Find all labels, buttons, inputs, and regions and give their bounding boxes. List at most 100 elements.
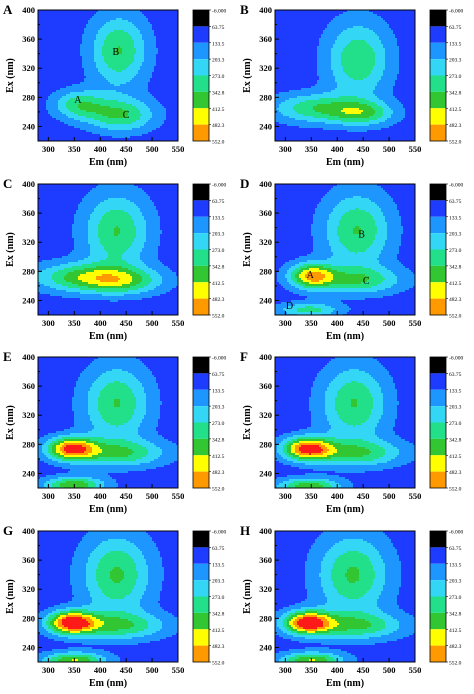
x-axis-title: Em (nm) bbox=[89, 504, 127, 515]
colorbar-level-label: 203.3 bbox=[212, 231, 225, 237]
colorbar-swatch bbox=[193, 183, 209, 200]
colorbar-swatch bbox=[430, 232, 446, 249]
colorbar-level-label: 552.0 bbox=[212, 487, 225, 493]
colorbar-swatch bbox=[430, 438, 446, 456]
colorbar-level-label: 482.3 bbox=[212, 123, 225, 129]
colorbar-level-label: 133.5 bbox=[212, 388, 225, 394]
colorbar-level-label: 342.8 bbox=[212, 264, 225, 270]
y-tick-label: 240 bbox=[259, 468, 272, 478]
colorbar-swatch bbox=[430, 183, 446, 200]
x-axis-title: Em (nm) bbox=[89, 331, 127, 342]
y-axis-title: Ex (nm) bbox=[242, 579, 253, 614]
colorbar-level-label: 342.8 bbox=[449, 611, 462, 617]
x-tick-label: 500 bbox=[383, 665, 396, 675]
x-tick-label: 550 bbox=[172, 491, 185, 501]
colorbar-swatch bbox=[430, 298, 446, 315]
y-axis-title: Ex (nm) bbox=[5, 405, 16, 440]
colorbar-level-label: 412.5 bbox=[212, 454, 225, 460]
x-tick-label: 400 bbox=[94, 491, 107, 501]
colorbar-level-label: 203.3 bbox=[449, 231, 462, 237]
y-tick-label: 240 bbox=[259, 642, 272, 652]
colorbar-level-label: 552.0 bbox=[212, 313, 225, 319]
panel-letter: D bbox=[240, 176, 249, 191]
y-tick-label: 400 bbox=[22, 352, 35, 362]
y-tick-label: 320 bbox=[259, 237, 272, 247]
x-tick-label: 550 bbox=[409, 665, 422, 675]
x-tick-label: 350 bbox=[305, 665, 318, 675]
y-tick-label: 360 bbox=[259, 34, 272, 44]
y-tick-label: 400 bbox=[259, 526, 272, 536]
colorbar-level-label: 412.5 bbox=[212, 627, 225, 633]
intensity-field bbox=[46, 10, 166, 138]
colorbar-level-label: 342.8 bbox=[449, 90, 462, 96]
colorbar-level-label: 203.3 bbox=[449, 58, 462, 64]
contour-plot-e: 300 350 400 450 500 550 240 280 320 360 400 Em (nm)… bbox=[3, 349, 226, 515]
x-tick-label: 500 bbox=[383, 144, 396, 154]
colorbar-level-label: 63.75 bbox=[212, 198, 225, 204]
colorbar-swatch bbox=[193, 628, 209, 646]
x-tick-label: 350 bbox=[68, 491, 81, 501]
colorbar-level-label: 273.0 bbox=[449, 421, 462, 427]
plot-frame bbox=[274, 530, 416, 662]
colorbar-swatch bbox=[193, 563, 209, 580]
peak-label-d: D bbox=[286, 300, 293, 311]
x-axis-title: Em (nm) bbox=[326, 157, 364, 168]
x-tick-label: 450 bbox=[120, 318, 133, 328]
colorbar-level-label: 552.0 bbox=[449, 487, 462, 493]
colorbar-level-label: 273.0 bbox=[212, 248, 225, 254]
colorbar-level-label: -6.000 bbox=[449, 182, 463, 188]
x-tick-label: 450 bbox=[357, 491, 370, 501]
colorbar-swatch bbox=[430, 216, 446, 233]
y-tick-label: 400 bbox=[22, 5, 35, 15]
colorbar-level-label: 63.75 bbox=[449, 372, 462, 378]
y-tick-label: 400 bbox=[259, 179, 272, 189]
x-tick-label: 350 bbox=[68, 318, 81, 328]
colorbar-swatch bbox=[193, 298, 209, 315]
colorbar-swatch bbox=[430, 10, 446, 27]
x-tick-label: 400 bbox=[331, 318, 344, 328]
colorbar-level-label: 63.75 bbox=[449, 25, 462, 31]
y-axis-title: Ex (nm) bbox=[5, 232, 16, 267]
plot-frame bbox=[274, 356, 416, 489]
y-tick-label: 320 bbox=[259, 584, 272, 594]
colorbar-swatch bbox=[430, 530, 446, 547]
colorbar-swatch bbox=[430, 42, 446, 60]
contour-plot-g: 300 350 400 450 500 550 240 280 320 360 400 Em (nm)… bbox=[3, 523, 226, 689]
y-tick-label: 320 bbox=[22, 63, 35, 73]
x-tick-label: 400 bbox=[94, 318, 107, 328]
colorbar-level-label: 63.75 bbox=[449, 198, 462, 204]
colorbar-level-label: 273.0 bbox=[449, 74, 462, 80]
colorbar-swatch bbox=[430, 199, 446, 217]
colorbar-level-label: 203.3 bbox=[212, 58, 225, 64]
colorbar-level-label: -6.000 bbox=[449, 529, 463, 535]
x-tick-label: 400 bbox=[94, 144, 107, 154]
peak-label-b: B bbox=[112, 47, 119, 58]
colorbar-swatch bbox=[193, 422, 209, 439]
x-tick-label: 500 bbox=[383, 318, 396, 328]
colorbar-level-label: 482.3 bbox=[212, 644, 225, 650]
colorbar-swatch bbox=[430, 406, 446, 423]
colorbar: -6.000 63.75 133.5 203.3 273.0 342.8 412.5 482.… bbox=[429, 529, 463, 666]
peak-label-a: A bbox=[74, 95, 82, 106]
y-tick-label: 320 bbox=[22, 410, 35, 420]
colorbar-level-label: 342.8 bbox=[212, 90, 225, 96]
contour-plot-h: 300 350 400 450 500 550 240 280 320 360 400 Em (nm)… bbox=[240, 523, 463, 689]
y-tick-label: 400 bbox=[259, 352, 272, 362]
panel-letter: B bbox=[240, 2, 249, 17]
intensity-field bbox=[38, 357, 178, 488]
colorbar-level-label: 482.3 bbox=[449, 297, 462, 303]
panel-d: A B C D 300 350 400 450 500 550 240 280 320 360 400 Em … bbox=[237, 174, 474, 347]
x-tick-label: 400 bbox=[331, 491, 344, 501]
colorbar-level-label: 482.3 bbox=[449, 470, 462, 476]
contour-plot-c: 300 350 400 450 500 550 240 280 320 360 400 Em (nm)… bbox=[3, 176, 226, 342]
colorbar-level-label: -6.000 bbox=[449, 356, 463, 362]
colorbar-level-label: 273.0 bbox=[212, 74, 225, 80]
colorbar-level-label: 133.5 bbox=[449, 388, 462, 394]
x-axis-title: Em (nm) bbox=[326, 678, 364, 689]
colorbar-swatch bbox=[430, 596, 446, 613]
panel-letter: F bbox=[240, 349, 248, 364]
colorbar: -6.000 63.75 133.5 203.3 273.0 342.8 412.5 482.… bbox=[429, 182, 463, 319]
contour-plot-b: 300 350 400 450 500 550 240 280 320 360 400 Em (nm)… bbox=[240, 2, 463, 168]
y-tick-label: 360 bbox=[259, 208, 272, 218]
y-axis-title: Ex (nm) bbox=[242, 405, 253, 440]
